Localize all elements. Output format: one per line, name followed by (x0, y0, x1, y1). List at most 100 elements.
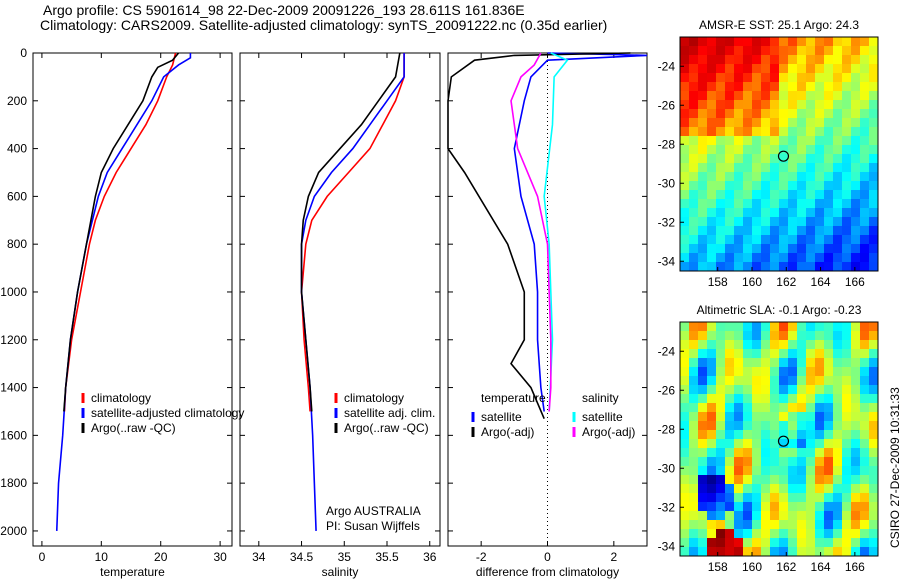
map-cell (806, 475, 816, 485)
map-cell (725, 100, 735, 110)
legend-label: Argo(-adj) (582, 425, 635, 439)
map-cell (833, 136, 843, 146)
map-cell (806, 181, 816, 191)
map-cell (842, 208, 852, 218)
map-cell (797, 163, 807, 173)
map-cell (761, 217, 771, 227)
map-cell (689, 493, 699, 503)
map-cell (824, 55, 834, 65)
map-cell (761, 244, 771, 254)
map-cell (779, 217, 789, 227)
map-cell (725, 199, 735, 209)
map-cell (725, 421, 735, 431)
map-cell (707, 340, 717, 350)
map-cell (689, 190, 699, 200)
map-cell (779, 529, 789, 539)
map-cell (725, 466, 735, 476)
map-cell (869, 118, 879, 128)
map-cell (770, 91, 780, 101)
map-cell (788, 172, 798, 182)
map-cell (707, 82, 717, 92)
map-cell (752, 217, 762, 227)
map-cell (752, 358, 762, 368)
map-cell (842, 235, 852, 245)
map-cell (716, 73, 726, 83)
map-cell (725, 448, 735, 458)
map-cell (707, 349, 717, 359)
map-cell (815, 163, 825, 173)
map-cell (824, 394, 834, 404)
map-cell (833, 358, 843, 368)
map-cell (860, 217, 870, 227)
map-cell (869, 394, 879, 404)
map-cell (788, 448, 798, 458)
map-cell (824, 322, 834, 332)
map-cell (869, 466, 879, 476)
map-cell (815, 412, 825, 422)
map-cell (824, 244, 834, 254)
map-cell (869, 73, 879, 83)
map-cell (707, 331, 717, 341)
x-tick-label: 20 (154, 550, 168, 564)
map-cell (833, 109, 843, 119)
map-cell (716, 322, 726, 332)
y-tick-label: 600 (7, 189, 27, 203)
map-cell (743, 484, 753, 494)
map-cell (770, 73, 780, 83)
map-cell (698, 208, 708, 218)
map-cell (707, 466, 717, 476)
map-cell (851, 181, 861, 191)
map-cell (743, 118, 753, 128)
map-cell (734, 262, 744, 272)
map-cell (788, 484, 798, 494)
map-cell (779, 340, 789, 350)
map-cell (806, 385, 816, 395)
map-cell (824, 538, 834, 548)
map-cell (779, 376, 789, 386)
map-cell (788, 394, 798, 404)
map-title: AMSR-E SST: 25.1 Argo: 24.3 (699, 18, 859, 32)
map-cell (797, 520, 807, 530)
map-cell (680, 457, 690, 467)
map-cell (716, 64, 726, 74)
map-cell (851, 154, 861, 164)
x-tick-label: 160 (742, 560, 762, 574)
map-cell (833, 100, 843, 110)
map-cell (680, 547, 690, 557)
map-cell (833, 529, 843, 539)
map-cell (707, 199, 717, 209)
map-cell (734, 235, 744, 245)
map-cell (716, 358, 726, 368)
map-cell (860, 145, 870, 155)
map-cell (689, 358, 699, 368)
map-cell (689, 235, 699, 245)
map-cell (743, 466, 753, 476)
map-cell (824, 349, 834, 359)
map-cell (698, 367, 708, 377)
legend-label: satellite (481, 410, 522, 424)
map-cell (707, 55, 717, 65)
map-cell (698, 331, 708, 341)
map-cell (725, 493, 735, 503)
map-cell (779, 331, 789, 341)
map-cell (815, 520, 825, 530)
map-cell (680, 511, 690, 521)
map-cell (842, 466, 852, 476)
map-cell (698, 217, 708, 227)
map-cell (833, 538, 843, 548)
map-cell (788, 358, 798, 368)
map-cell (824, 37, 834, 47)
legend-label: Argo(..raw -QC) (91, 421, 176, 435)
map-cell (761, 466, 771, 476)
map-cell (734, 340, 744, 350)
map-cell (779, 253, 789, 263)
map-cell (833, 367, 843, 377)
map-cell (770, 358, 780, 368)
x-tick-label: -2 (476, 550, 487, 564)
map-cell (842, 331, 852, 341)
x-tick-label: 160 (742, 275, 762, 289)
map-cell (842, 100, 852, 110)
map-cell (770, 511, 780, 521)
map-cell (815, 448, 825, 458)
x-tick-label: 164 (811, 275, 831, 289)
